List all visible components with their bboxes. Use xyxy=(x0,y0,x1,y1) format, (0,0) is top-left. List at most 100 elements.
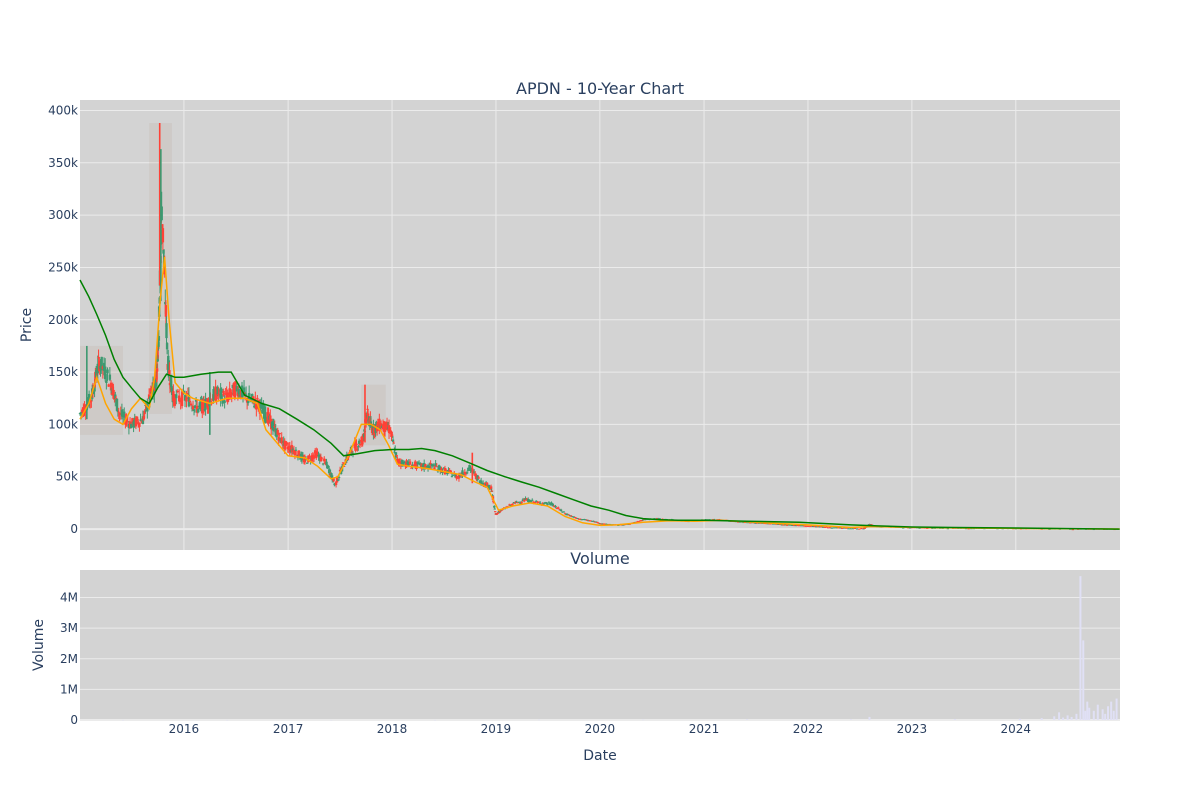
price-candle-body xyxy=(525,498,529,501)
price-candle-body xyxy=(644,519,647,521)
volume-bar xyxy=(1062,717,1065,720)
price-candle-body xyxy=(837,527,840,529)
price-candle-body xyxy=(134,418,138,427)
price-candle-body xyxy=(554,505,557,508)
price-candle-body xyxy=(737,521,740,523)
price-candle-body xyxy=(563,513,567,515)
price-candle-body xyxy=(493,508,496,510)
price-candle-body xyxy=(179,400,182,403)
price-candle-body xyxy=(597,522,600,524)
price-candle-body xyxy=(328,469,332,476)
price-candle-body xyxy=(358,444,362,446)
price-candle-body xyxy=(524,498,527,500)
price-candle-body xyxy=(738,521,742,523)
price-candle-body xyxy=(412,464,416,466)
price-candle-body xyxy=(237,389,241,395)
price-candle-body xyxy=(798,525,801,527)
price-candle-body xyxy=(598,523,602,525)
price-candle-body xyxy=(147,394,151,400)
price-candle-body xyxy=(94,370,98,378)
price-candle-body xyxy=(515,501,518,503)
volume-bar xyxy=(1086,701,1089,720)
volume-bar xyxy=(1082,640,1085,720)
price-candle-body xyxy=(378,428,382,430)
price-candle-body xyxy=(356,448,359,450)
price-candle-body xyxy=(371,433,374,435)
price-candle-body xyxy=(115,398,119,411)
price-candle-body xyxy=(193,405,197,409)
price-candle-body xyxy=(455,475,458,479)
price-candle-body xyxy=(538,502,542,504)
price-candle-body xyxy=(535,500,538,502)
price-candle-body xyxy=(862,528,865,530)
price-candle-body xyxy=(472,471,476,473)
price-candle-body xyxy=(262,404,265,412)
price-candle-body xyxy=(160,206,163,221)
price-candle-body xyxy=(818,526,821,528)
price-candle-body xyxy=(576,518,579,520)
volume-y-tick-label: 4M xyxy=(60,591,78,605)
volume-bar xyxy=(1084,710,1087,720)
volume-bar xyxy=(537,719,540,721)
price-candle-body xyxy=(337,476,341,478)
price-candle-body xyxy=(843,527,846,529)
volume-y-tick-label: 1M xyxy=(60,682,78,696)
price-candle-body xyxy=(244,393,248,395)
price-candle-body xyxy=(142,416,146,420)
volume-bar xyxy=(1018,718,1021,720)
date-x-tick-label: 2019 xyxy=(481,722,512,736)
price-candle-body xyxy=(341,462,345,464)
price-candle-body xyxy=(568,515,572,517)
volume-plot-area xyxy=(80,570,1120,720)
price-candle-body xyxy=(740,521,743,523)
price-candle-body xyxy=(124,419,127,425)
price-candle-body xyxy=(542,503,546,505)
price-candle-body xyxy=(587,520,590,522)
price-candle-body xyxy=(339,470,343,474)
price-candle-body xyxy=(434,463,437,466)
price-candle-body xyxy=(784,524,787,526)
volume-bar xyxy=(1092,710,1095,720)
price-candle-body xyxy=(835,527,839,529)
price-candle-body xyxy=(557,507,560,509)
price-candle-body xyxy=(350,450,354,452)
price-candle-body xyxy=(441,471,444,473)
price-candle-body xyxy=(605,523,608,525)
volume-bar xyxy=(1110,701,1113,720)
price-candle-body xyxy=(637,521,641,523)
price-candle-body xyxy=(575,517,578,519)
price-candle-body xyxy=(301,456,305,458)
price-candle-body xyxy=(543,502,547,504)
price-candle-body xyxy=(212,389,215,401)
price-candle-body xyxy=(806,525,810,527)
price-candle-body xyxy=(640,520,643,522)
price-candle-body xyxy=(106,369,109,374)
price-candle-body xyxy=(808,525,811,527)
price-candle-body xyxy=(552,505,556,507)
price-candle-body xyxy=(172,391,175,402)
price-y-axis-title: Price xyxy=(19,308,35,342)
price-candle-body xyxy=(366,413,370,420)
price-candle-body xyxy=(490,490,494,492)
price-candle-body xyxy=(223,400,226,403)
price-candle-body xyxy=(187,394,191,407)
price-y-tick-label: 100k xyxy=(48,417,78,431)
price-candle-body xyxy=(170,386,173,392)
price-gridlines xyxy=(80,100,1120,550)
price-candle-body xyxy=(288,445,292,452)
price-candle-body xyxy=(743,521,747,523)
price-candle-body xyxy=(766,523,770,525)
volume-y-tick-label: 3M xyxy=(60,621,78,635)
price-candle-body xyxy=(290,445,294,452)
price-candle-body xyxy=(463,472,466,474)
price-candle-body xyxy=(528,499,531,503)
price-candle-body xyxy=(756,522,759,524)
price-candle-body xyxy=(176,390,179,393)
price-candle-body xyxy=(242,387,246,396)
price-candle-body xyxy=(116,410,120,413)
price-candle-body xyxy=(489,486,493,490)
price-candle-body xyxy=(217,393,220,396)
price-candle-body xyxy=(566,514,569,516)
volume-bar xyxy=(1112,710,1115,720)
